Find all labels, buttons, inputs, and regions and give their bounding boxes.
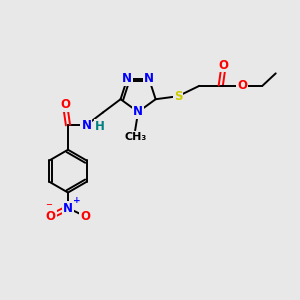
- Text: O: O: [60, 98, 70, 111]
- Text: O: O: [219, 58, 229, 71]
- Text: N: N: [122, 72, 132, 85]
- Text: ⁻: ⁻: [45, 201, 52, 214]
- Text: N: N: [81, 118, 92, 132]
- Text: +: +: [73, 196, 81, 205]
- Text: O: O: [237, 79, 247, 92]
- Text: CH₃: CH₃: [124, 132, 146, 142]
- Text: S: S: [174, 90, 182, 103]
- Text: O: O: [46, 210, 56, 223]
- Text: H: H: [95, 120, 105, 133]
- Text: N: N: [144, 72, 154, 85]
- Text: O: O: [80, 210, 90, 223]
- Text: N: N: [63, 202, 73, 214]
- Text: N: N: [133, 106, 143, 118]
